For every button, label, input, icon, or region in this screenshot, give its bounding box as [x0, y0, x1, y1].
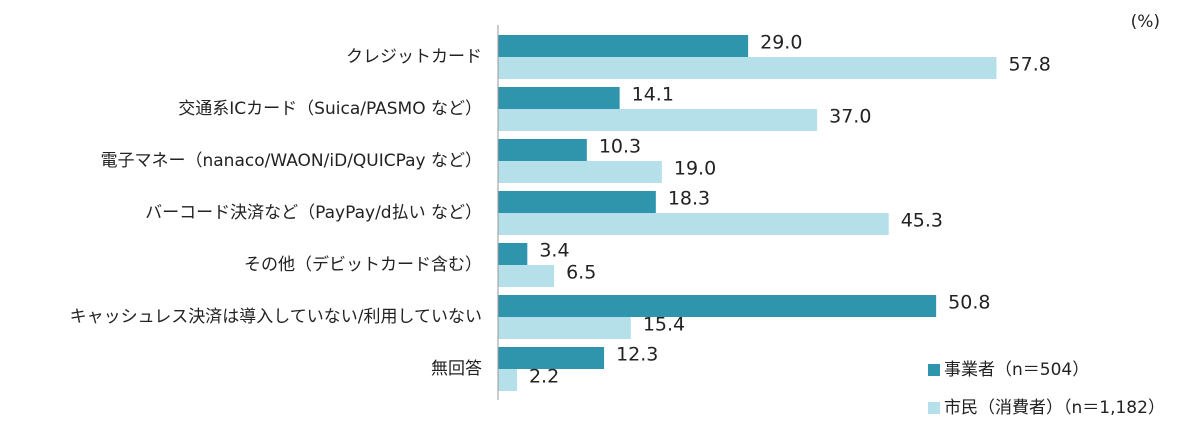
bar: [498, 191, 656, 213]
unit-label: (%): [1131, 12, 1160, 32]
category-label: 交通系ICカード（Suica/PASMO など）: [178, 99, 482, 119]
value-label: 12.3: [616, 344, 658, 366]
value-label: 57.8: [1009, 54, 1051, 76]
legend-label: 市民（消費者）（n＝1,182）: [944, 398, 1165, 418]
value-label: 3.4: [539, 240, 569, 262]
legend-swatch: [928, 364, 940, 376]
value-label: 29.0: [760, 32, 802, 54]
bar: [498, 295, 937, 317]
value-label: 19.0: [674, 158, 716, 180]
category-label: その他（デビットカード含む）: [244, 254, 482, 275]
bar: [498, 57, 997, 79]
legend-label: 事業者（n＝504）: [944, 360, 1089, 380]
value-label: 14.1: [632, 84, 674, 106]
value-label: 37.0: [829, 106, 871, 128]
category-label: バーコード決済など（PayPay/d払い など）: [145, 203, 482, 223]
bar: [498, 109, 818, 131]
bar: [498, 347, 605, 369]
value-label: 2.2: [529, 366, 559, 388]
bar: [498, 265, 555, 287]
bar: [498, 317, 631, 339]
bar: [498, 213, 889, 235]
bar: [498, 161, 662, 183]
value-label: 6.5: [566, 262, 596, 284]
category-label: 無回答: [431, 359, 482, 379]
value-label: 10.3: [599, 136, 641, 158]
bar: [498, 35, 749, 57]
bar: [498, 369, 517, 391]
bar: [498, 87, 620, 109]
value-label: 15.4: [643, 314, 685, 336]
category-label: クレジットカード: [346, 47, 482, 67]
value-label: 50.8: [948, 292, 990, 314]
category-label: 電子マネー（nanaco/WAON/iD/QUICPay など）: [100, 151, 482, 171]
bar: [498, 243, 528, 265]
bar: [498, 139, 587, 161]
legend-swatch: [928, 402, 940, 414]
value-label: 18.3: [668, 188, 710, 210]
category-label: キャッシュレス決済は導入していない/利用していない: [70, 307, 482, 327]
value-label: 45.3: [901, 210, 943, 232]
